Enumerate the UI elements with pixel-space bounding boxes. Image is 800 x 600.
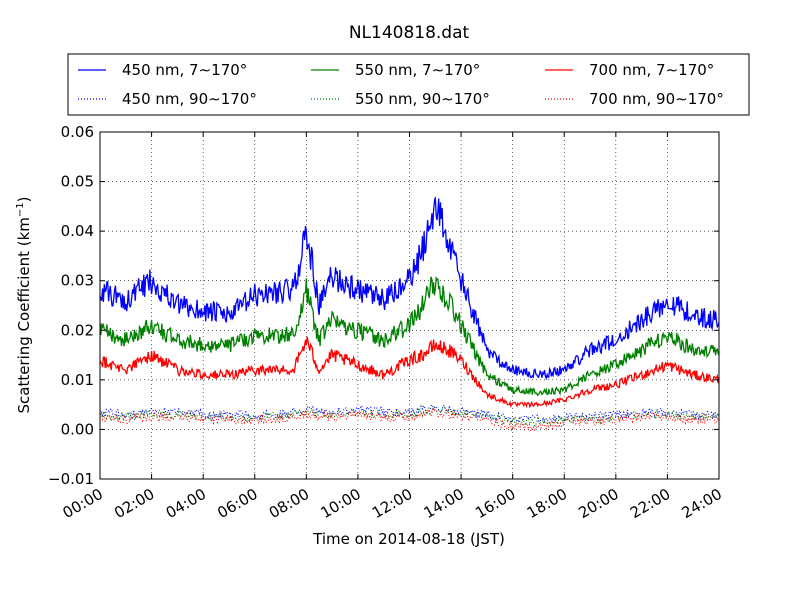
legend-label: 450 nm, 90∼170° — [122, 90, 257, 108]
legend-box — [67, 53, 750, 116]
series-line — [99, 197, 720, 381]
legend-label: 550 nm, 7∼170° — [355, 61, 480, 79]
x-axis-label: Time on 2014-08-18 (JST) — [312, 530, 505, 548]
series-line — [99, 404, 720, 428]
legend-label: 700 nm, 7∼170° — [589, 61, 714, 79]
legend-entries: 450 nm, 7∼170° 550 nm, 7∼170° 700 nm, 7∼17… — [78, 61, 724, 108]
series-line — [99, 275, 720, 397]
y-tick-label: 0.01 — [61, 371, 94, 389]
y-tick-label: 0.06 — [61, 123, 94, 141]
legend-label: 450 nm, 7∼170° — [122, 61, 247, 79]
legend: 450 nm, 7∼170° 550 nm, 7∼170° 700 nm, 7∼17… — [67, 53, 750, 116]
legend-label: 700 nm, 90∼170° — [589, 90, 724, 108]
y-tick-label: 0.05 — [61, 173, 94, 191]
y-axis-label-exponent: −1 — [15, 202, 26, 217]
y-axis-label: Scattering Coefficient (km−1) — [15, 196, 33, 413]
y-tick-label: 0.00 — [61, 420, 94, 438]
y-tick-label: 0.02 — [61, 321, 94, 339]
legend-label: 550 nm, 90∼170° — [355, 90, 490, 108]
y-tick-label: 0.04 — [61, 222, 94, 240]
series-line — [99, 403, 720, 425]
y-tick-label: −0.01 — [48, 470, 94, 488]
series-line — [99, 336, 720, 409]
series-layer — [99, 197, 720, 434]
series-line — [99, 408, 720, 434]
y-axis-label-close: ) — [15, 196, 33, 202]
chart-title: NL140818.dat — [349, 23, 470, 43]
y-tick-label: 0.03 — [61, 272, 94, 290]
